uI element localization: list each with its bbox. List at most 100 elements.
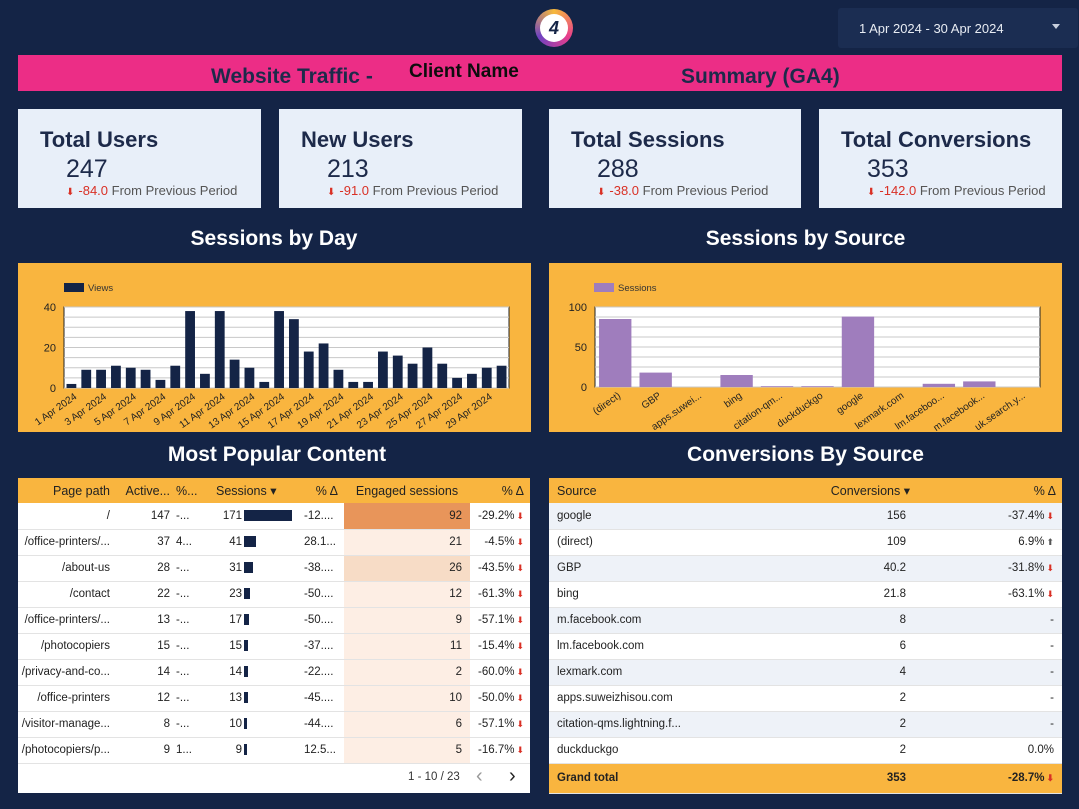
next-page-button[interactable]: › [509,764,516,787]
column-header-sessions[interactable]: Sessions ▾ [206,478,294,503]
bar[interactable] [333,369,344,388]
cell-active: 9 [118,737,174,764]
bar[interactable] [140,369,151,388]
bar[interactable] [111,365,121,388]
cell-sessions: 15 [206,633,294,660]
cell-active: 8 [118,711,174,738]
table-row[interactable]: /privacy-and-co... 14 -... 14 -22.... 2 -60.0%… [18,659,530,686]
table-row[interactable]: /visitor-manage... 8 -... 10 -44.... 6 -57.1% ⬇ [18,711,530,738]
cell-engaged: 9 [344,607,470,634]
bar[interactable] [841,316,875,387]
bar[interactable] [155,379,166,388]
cell-sessions: 13 [206,685,294,712]
bar[interactable] [214,311,225,388]
bar[interactable] [922,383,956,387]
column-header-engaged-delta[interactable]: % Δ [470,478,530,503]
table-row[interactable]: /photocopiers 15 -... 15 -37.... 11 -15.4% ⬇ [18,633,530,660]
bar[interactable] [363,381,373,388]
table-row[interactable]: apps.suweizhisou.com 2 - [549,685,1062,712]
cell-engaged: 11 [344,633,470,660]
column-header-page-path[interactable]: Page path [18,478,118,503]
bar[interactable] [229,359,240,388]
sessions-by-day-chart: Views 0 20 40 1 Apr 2024 3 Apr 2024 5 Apr 2024… [18,263,531,432]
table-row[interactable]: /office-printers/... 37 4... 41 28.1... 21 -4.… [18,529,530,556]
bar[interactable] [125,367,136,388]
bar[interactable] [720,375,753,387]
bar[interactable] [318,343,329,388]
prev-page-button[interactable]: ‹ [476,764,483,787]
cell-sessions-value: 171 [222,509,242,522]
column-header-sessions-delta[interactable]: % Δ [294,478,344,503]
table-row[interactable]: /photocopiers/p... 9 1... 9 12.5... 5 -16.7% ⬇ [18,737,530,764]
cell-active: 15 [118,633,174,660]
table-row[interactable]: lexmark.com 4 - [549,659,1062,686]
section-title-popular-content: Most Popular Content [167,443,387,466]
column-header-active[interactable]: Active... [118,478,174,503]
bar[interactable] [274,311,284,388]
table-row[interactable]: bing 21.8 -63.1% ⬇ [549,581,1062,608]
cell-conversions: 109 [779,529,912,556]
cell-pct: -... [174,503,206,530]
cell-engaged-delta: -61.3% ⬇ [470,581,530,608]
column-header-conversions[interactable]: Conversions ▾ [779,478,912,503]
table-row[interactable]: duckduckgo 2 0.0% [549,737,1062,764]
cell-source: lexmark.com [549,659,779,686]
table-row[interactable]: citation-qms.lightning.f... 2 - [549,711,1062,738]
kpi-delta-value: -91.0 [339,183,370,198]
bar[interactable] [170,365,181,388]
table-row[interactable]: /office-printers 12 -... 13 -45.... 10 -50.0% ⬇ [18,685,530,712]
bar[interactable] [467,373,477,388]
x-tick-label: GBP [640,390,664,411]
table-row[interactable]: lm.facebook.com 6 - [549,633,1062,660]
sessions-bar [244,614,249,626]
date-range-picker[interactable]: 1 Apr 2024 - 30 Apr 2024 [838,8,1078,48]
bar[interactable] [348,381,359,388]
cell-source: lm.facebook.com [549,633,779,660]
column-header-conversions-delta[interactable]: % Δ [912,478,1062,503]
column-header-source[interactable]: Source [549,478,779,503]
table-row[interactable]: /contact 22 -... 23 -50.... 12 -61.3% ⬇ [18,581,530,608]
cell-sessions-delta: -22.... [294,659,344,686]
bar[interactable] [66,383,77,388]
cell-conversions-delta: 0.0% [912,737,1062,764]
table-row[interactable]: google 156 -37.4% ⬇ [549,503,1062,530]
column-header-engaged[interactable]: Engaged sessions [344,478,470,503]
bar[interactable] [437,363,448,388]
bar[interactable] [963,381,996,387]
table-row[interactable]: GBP 40.2 -31.8% ⬇ [549,555,1062,582]
table-row[interactable]: m.facebook.com 8 - [549,607,1062,634]
bar[interactable] [760,386,794,387]
table-row[interactable]: /office-printers/... 13 -... 17 -50.... 9 -57.… [18,607,530,634]
bar[interactable] [422,347,433,389]
bar[interactable] [392,355,403,388]
report-title-banner: Website Traffic - Client Name Summary (G… [18,55,1062,91]
bar[interactable] [185,311,195,388]
bar[interactable] [496,365,507,388]
bar[interactable] [481,367,492,388]
table-row[interactable]: /147 -... 171 -12.... 92 -29.2% ⬇ [18,503,530,530]
bar[interactable] [259,381,270,388]
column-header-pct[interactable]: %... [174,478,206,503]
arrow-down-icon: ⬇ [516,641,524,651]
table-row[interactable]: /about-us 28 -... 31 -38.... 26 -43.5% ⬇ [18,555,530,582]
bar[interactable] [407,363,418,388]
bar[interactable] [639,372,672,387]
cell-engaged: 10 [344,685,470,712]
bar[interactable] [244,367,255,388]
bar[interactable] [599,319,632,387]
legend-swatch [64,283,84,292]
bar[interactable] [200,373,210,388]
bar[interactable] [452,377,462,388]
bar[interactable] [801,386,834,387]
bar[interactable] [303,351,314,388]
bar[interactable] [378,351,388,388]
cell-engaged-delta: -57.1% ⬇ [470,607,530,634]
bar[interactable] [96,369,106,388]
cell-pct: -... [174,555,206,582]
arrow-down-icon: ⬇ [516,719,524,729]
bar[interactable] [81,369,92,388]
cell-engaged-delta-value: -50.0% [478,692,515,704]
table-row[interactable]: (direct) 109 6.9% ⬆ [549,529,1062,556]
date-range-value: 1 Apr 2024 - 30 Apr 2024 [859,20,1004,36]
bar[interactable] [289,319,299,388]
